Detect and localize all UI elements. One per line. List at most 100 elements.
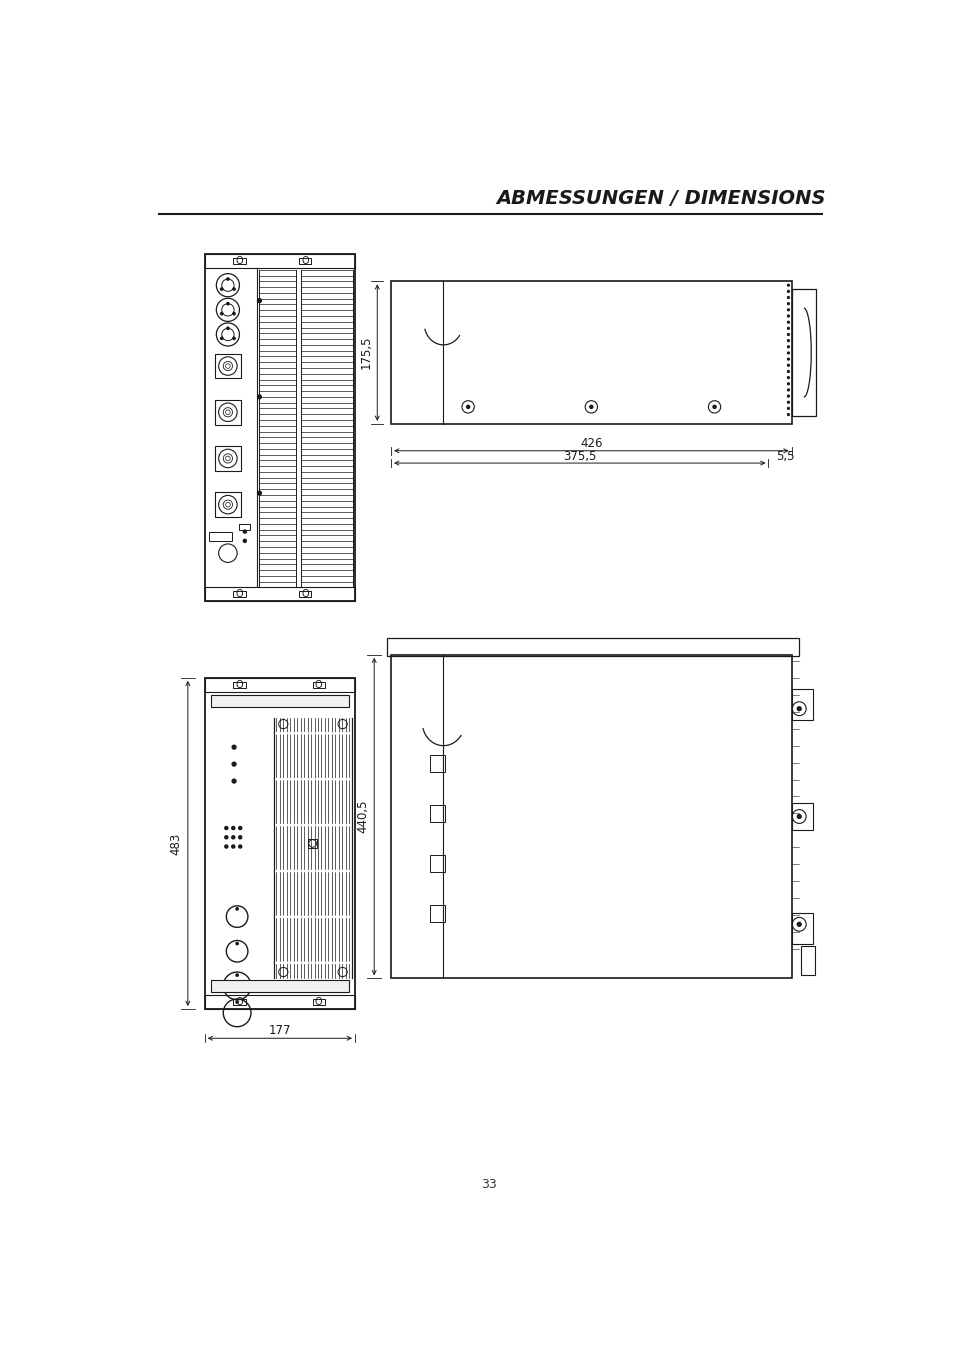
Circle shape: [227, 278, 229, 281]
Circle shape: [797, 707, 801, 710]
Bar: [429, 805, 444, 822]
Circle shape: [787, 309, 788, 311]
Circle shape: [232, 763, 235, 765]
Bar: [233, 258, 245, 265]
Circle shape: [787, 340, 788, 342]
Text: O: O: [301, 589, 309, 599]
Text: 375,5: 375,5: [562, 450, 596, 463]
Text: 177: 177: [269, 1025, 291, 1037]
Circle shape: [235, 1000, 238, 1003]
Circle shape: [225, 836, 228, 838]
Text: O: O: [235, 998, 243, 1007]
Circle shape: [466, 405, 469, 409]
Bar: [211, 695, 349, 707]
Bar: [429, 855, 444, 872]
Bar: [429, 904, 444, 922]
Bar: [205, 678, 355, 1008]
Circle shape: [787, 370, 788, 373]
Circle shape: [238, 845, 241, 848]
Circle shape: [787, 328, 788, 329]
Circle shape: [787, 401, 788, 404]
Circle shape: [787, 352, 788, 354]
Circle shape: [787, 346, 788, 348]
Bar: [205, 678, 355, 691]
Circle shape: [589, 405, 592, 409]
Text: O: O: [235, 256, 243, 266]
Circle shape: [238, 836, 241, 838]
Circle shape: [232, 779, 235, 783]
Circle shape: [235, 942, 238, 945]
Text: O: O: [235, 589, 243, 599]
Circle shape: [227, 302, 229, 305]
Circle shape: [787, 389, 788, 391]
Bar: [205, 254, 355, 601]
Bar: [313, 999, 325, 1006]
Circle shape: [232, 836, 234, 838]
Bar: [308, 838, 317, 848]
Text: 483: 483: [170, 833, 183, 855]
Bar: [298, 258, 311, 265]
Bar: [205, 254, 355, 269]
Circle shape: [787, 396, 788, 397]
Circle shape: [243, 539, 246, 543]
Circle shape: [257, 396, 261, 398]
Circle shape: [797, 814, 801, 818]
Bar: [211, 980, 349, 992]
Bar: [233, 999, 245, 1006]
Text: O: O: [235, 680, 243, 690]
Circle shape: [787, 321, 788, 323]
Circle shape: [243, 531, 246, 533]
Circle shape: [257, 298, 261, 302]
Circle shape: [257, 491, 261, 495]
Circle shape: [220, 338, 223, 339]
Circle shape: [225, 826, 228, 830]
Text: ABMESSUNGEN / DIMENSIONS: ABMESSUNGEN / DIMENSIONS: [496, 189, 824, 208]
Bar: [205, 995, 355, 1008]
Circle shape: [787, 383, 788, 385]
Circle shape: [787, 413, 788, 416]
Circle shape: [787, 285, 788, 286]
Bar: [233, 591, 245, 597]
Bar: [387, 637, 799, 656]
Text: 33: 33: [480, 1179, 497, 1191]
Circle shape: [232, 745, 235, 749]
Text: 426: 426: [579, 437, 602, 451]
Circle shape: [787, 408, 788, 409]
Text: O: O: [301, 256, 309, 266]
Circle shape: [225, 845, 228, 848]
Text: O: O: [314, 998, 322, 1007]
Bar: [214, 446, 241, 471]
Bar: [214, 354, 241, 378]
Circle shape: [797, 922, 801, 926]
Bar: [791, 803, 812, 830]
Circle shape: [233, 338, 235, 339]
Text: 440,5: 440,5: [355, 799, 369, 833]
Circle shape: [787, 290, 788, 293]
Bar: [298, 591, 311, 597]
Circle shape: [232, 845, 234, 848]
Circle shape: [220, 288, 223, 290]
Bar: [233, 682, 245, 688]
Bar: [429, 755, 444, 772]
Bar: [313, 682, 325, 688]
Bar: [800, 946, 814, 975]
Circle shape: [238, 826, 241, 830]
Bar: [214, 400, 241, 424]
Circle shape: [232, 826, 234, 830]
Bar: [391, 655, 791, 979]
Text: 5,5: 5,5: [776, 450, 794, 463]
Bar: [791, 690, 812, 721]
Circle shape: [787, 333, 788, 335]
Bar: [391, 281, 791, 424]
Circle shape: [787, 358, 788, 360]
Text: 175,5: 175,5: [359, 336, 373, 370]
Circle shape: [233, 313, 235, 315]
Circle shape: [787, 302, 788, 305]
Circle shape: [227, 327, 229, 329]
Bar: [205, 587, 355, 601]
Circle shape: [787, 377, 788, 378]
Circle shape: [787, 364, 788, 366]
Bar: [239, 524, 250, 531]
Circle shape: [235, 907, 238, 910]
Circle shape: [220, 313, 223, 315]
